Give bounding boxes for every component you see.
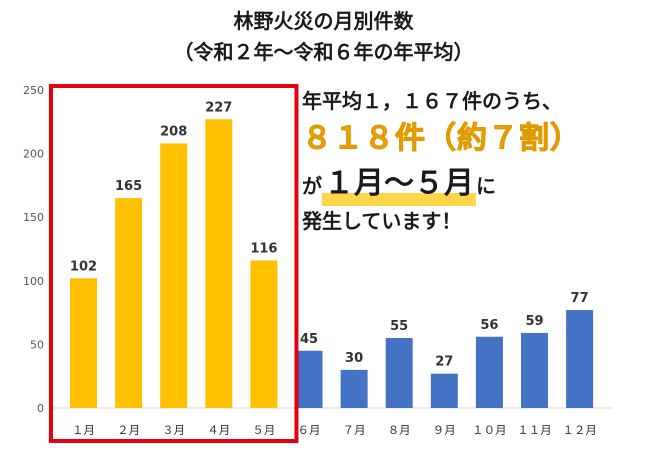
- data-label: 27: [435, 355, 453, 370]
- annotation-callout: 年平均１，１６７件のうち、 ８１８件（約７割） が１月～５月に 発生しています！: [302, 86, 642, 236]
- annotation-highlight-count: ８１８件（約７割）: [302, 121, 581, 157]
- data-label: 56: [480, 318, 498, 333]
- data-label: 45: [300, 332, 318, 347]
- x-tick-label: ３月: [162, 423, 185, 437]
- data-label: 227: [205, 100, 232, 115]
- chart-subtitle: （令和２年～令和６年の年平均）: [173, 40, 474, 64]
- x-tick-label: ９月: [433, 423, 456, 437]
- data-label: 30: [345, 351, 363, 366]
- data-label: 208: [160, 124, 187, 139]
- annotation-prefix: が: [302, 174, 322, 198]
- bar-2: [115, 198, 143, 408]
- x-tick-label: １０月: [472, 423, 507, 437]
- x-tick-label: ８月: [388, 423, 411, 437]
- bar-9: [430, 373, 458, 408]
- bar-10: [475, 336, 503, 408]
- x-tick-label: ４月: [207, 423, 230, 437]
- y-tick-label: 200: [23, 148, 44, 161]
- x-tick-label: ５月: [252, 423, 275, 437]
- bar-5: [250, 260, 278, 408]
- data-label: 116: [250, 241, 277, 256]
- data-label: 59: [525, 314, 543, 329]
- annotation-line-4: 発生しています！: [302, 209, 462, 233]
- chart-title: 林野火災の月別件数: [233, 9, 414, 33]
- bar-8: [385, 338, 413, 408]
- y-tick-label: 50: [30, 338, 44, 351]
- y-tick-label: 0: [37, 402, 44, 415]
- annotation-line-3: が１月～５月に: [302, 162, 642, 206]
- bar-1: [70, 278, 97, 408]
- x-tick-label: ２月: [117, 423, 140, 437]
- y-tick-label: 150: [23, 211, 44, 224]
- x-tick-label: １月: [72, 423, 95, 437]
- annotation-period: １月～５月: [322, 162, 476, 206]
- bar-6: [295, 350, 323, 408]
- x-tick-label: ７月: [343, 423, 366, 437]
- x-tick-label: １１月: [517, 423, 552, 437]
- bar-3: [160, 143, 188, 408]
- highlight-box: [48, 84, 299, 443]
- bar-7: [340, 369, 368, 408]
- data-label: 77: [571, 291, 589, 306]
- bar-11: [521, 332, 548, 408]
- data-label: 102: [70, 259, 97, 274]
- bar-4: [205, 119, 233, 409]
- y-tick-label: 100: [23, 275, 44, 288]
- annotation-line-1: 年平均１，１６７件のうち、: [302, 89, 562, 113]
- x-tick-label: １２月: [562, 423, 597, 437]
- bar-12: [566, 310, 594, 408]
- y-tick-label: 250: [23, 84, 44, 97]
- data-label: 55: [390, 319, 408, 334]
- x-tick-label: ６月: [298, 423, 321, 437]
- annotation-suffix: に: [476, 174, 496, 198]
- data-label: 165: [115, 179, 142, 194]
